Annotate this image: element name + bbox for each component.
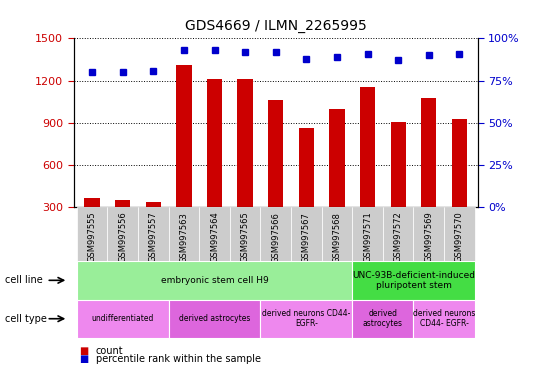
Bar bbox=[138, 207, 169, 261]
Text: GSM997564: GSM997564 bbox=[210, 212, 219, 262]
Text: UNC-93B-deficient-induced
pluripotent stem: UNC-93B-deficient-induced pluripotent st… bbox=[352, 271, 475, 290]
Text: embryonic stem cell H9: embryonic stem cell H9 bbox=[161, 276, 269, 285]
Text: GSM997556: GSM997556 bbox=[118, 212, 127, 262]
Text: cell line: cell line bbox=[5, 275, 43, 285]
Text: GSM997555: GSM997555 bbox=[87, 212, 97, 262]
Bar bbox=[260, 207, 291, 261]
Bar bbox=[329, 109, 345, 250]
Bar bbox=[207, 79, 222, 250]
Text: derived astrocytes: derived astrocytes bbox=[179, 314, 250, 323]
Bar bbox=[390, 122, 406, 250]
Text: GSM997563: GSM997563 bbox=[180, 212, 188, 263]
Bar bbox=[352, 300, 413, 338]
Bar bbox=[322, 207, 352, 261]
Bar bbox=[238, 79, 253, 250]
Bar bbox=[352, 261, 474, 300]
Text: derived neurons CD44-
EGFR-: derived neurons CD44- EGFR- bbox=[262, 309, 351, 328]
Text: percentile rank within the sample: percentile rank within the sample bbox=[96, 354, 260, 364]
Bar bbox=[299, 128, 314, 250]
Bar bbox=[352, 207, 383, 261]
Text: GSM997567: GSM997567 bbox=[302, 212, 311, 263]
Bar bbox=[383, 207, 413, 261]
Text: ■: ■ bbox=[79, 346, 88, 356]
Bar bbox=[452, 119, 467, 250]
Bar bbox=[77, 207, 108, 261]
Bar bbox=[268, 100, 283, 250]
Text: GSM997565: GSM997565 bbox=[241, 212, 250, 262]
Bar bbox=[199, 207, 230, 261]
Text: GSM997569: GSM997569 bbox=[424, 212, 434, 262]
Text: GSM997568: GSM997568 bbox=[333, 212, 341, 263]
Text: ■: ■ bbox=[79, 354, 88, 364]
Bar bbox=[85, 197, 100, 250]
Bar bbox=[360, 87, 375, 250]
Bar bbox=[115, 200, 130, 250]
Bar bbox=[260, 300, 352, 338]
Bar bbox=[291, 207, 322, 261]
Text: GSM997570: GSM997570 bbox=[455, 212, 464, 262]
Bar bbox=[108, 207, 138, 261]
Bar bbox=[413, 300, 474, 338]
Bar bbox=[146, 202, 161, 250]
Text: derived
astrocytes: derived astrocytes bbox=[363, 309, 403, 328]
Bar bbox=[444, 207, 474, 261]
Bar bbox=[77, 300, 169, 338]
Text: undifferentiated: undifferentiated bbox=[92, 314, 154, 323]
Text: cell type: cell type bbox=[5, 314, 48, 324]
Bar bbox=[421, 98, 436, 250]
Bar bbox=[230, 207, 260, 261]
Bar bbox=[413, 207, 444, 261]
Text: derived neurons
CD44- EGFR-: derived neurons CD44- EGFR- bbox=[413, 309, 475, 328]
Title: GDS4669 / ILMN_2265995: GDS4669 / ILMN_2265995 bbox=[185, 19, 366, 33]
Text: count: count bbox=[96, 346, 123, 356]
Bar bbox=[169, 300, 260, 338]
Text: GSM997566: GSM997566 bbox=[271, 212, 280, 263]
Text: GSM997557: GSM997557 bbox=[149, 212, 158, 262]
Bar bbox=[176, 65, 192, 250]
Bar bbox=[77, 261, 352, 300]
Text: GSM997572: GSM997572 bbox=[394, 212, 402, 262]
Text: GSM997571: GSM997571 bbox=[363, 212, 372, 262]
Bar bbox=[169, 207, 199, 261]
